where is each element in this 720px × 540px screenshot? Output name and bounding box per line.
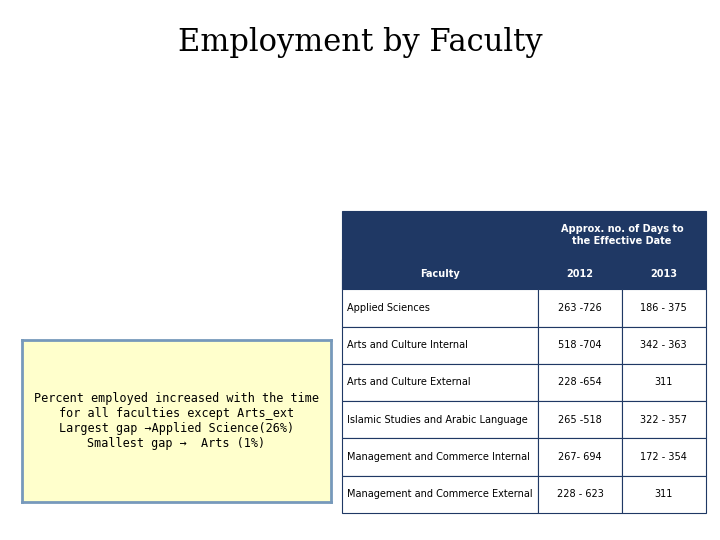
Text: 265 -518: 265 -518 (558, 415, 602, 425)
Bar (539, 401, 622, 438)
Text: Arts and Culture Internal: Arts and Culture Internal (348, 340, 468, 350)
Bar (539, 438, 622, 476)
Text: 228 -654: 228 -654 (558, 377, 602, 388)
Text: 172 - 354: 172 - 354 (640, 452, 687, 462)
Bar (342, 211, 539, 289)
Bar (342, 327, 539, 364)
Bar (622, 438, 706, 476)
Bar (342, 476, 539, 513)
Bar (622, 289, 706, 327)
Text: 342 - 363: 342 - 363 (641, 340, 687, 350)
Text: Faculty: Faculty (420, 269, 460, 279)
Bar (342, 364, 539, 401)
Bar (342, 438, 539, 476)
Text: 2013: 2013 (650, 269, 678, 279)
Text: Management and Commerce External: Management and Commerce External (348, 489, 533, 500)
Bar (342, 401, 539, 438)
Text: Employment by Faculty: Employment by Faculty (178, 27, 542, 58)
Text: 263 -726: 263 -726 (558, 303, 602, 313)
Text: 322 - 357: 322 - 357 (640, 415, 688, 425)
Bar (622, 327, 706, 364)
Bar (539, 327, 622, 364)
Text: Arts and Culture External: Arts and Culture External (348, 377, 471, 388)
Bar (342, 259, 539, 289)
Bar (539, 364, 622, 401)
Text: 2012: 2012 (567, 269, 594, 279)
Bar (622, 401, 706, 438)
Bar (622, 259, 706, 289)
Text: Applied Sciences: Applied Sciences (348, 303, 431, 313)
Bar (539, 259, 622, 289)
Text: Management and Commerce Internal: Management and Commerce Internal (348, 452, 531, 462)
Bar (539, 476, 622, 513)
Text: 186 - 375: 186 - 375 (640, 303, 687, 313)
Text: Islamic Studies and Arabic Language: Islamic Studies and Arabic Language (348, 415, 528, 425)
Text: 267- 694: 267- 694 (558, 452, 602, 462)
Bar (622, 364, 706, 401)
Text: Approx. no. of Days to
the Effective Date: Approx. no. of Days to the Effective Dat… (561, 224, 683, 246)
Bar (342, 289, 539, 327)
Bar (539, 211, 706, 259)
Text: 518 -704: 518 -704 (558, 340, 602, 350)
Text: Percent employed increased with the time
for all faculties except Arts_ext
Large: Percent employed increased with the time… (34, 392, 319, 450)
Bar (539, 289, 622, 327)
Text: 311: 311 (654, 489, 673, 500)
Bar (622, 476, 706, 513)
Text: 228 - 623: 228 - 623 (557, 489, 603, 500)
Text: 311: 311 (654, 377, 673, 388)
